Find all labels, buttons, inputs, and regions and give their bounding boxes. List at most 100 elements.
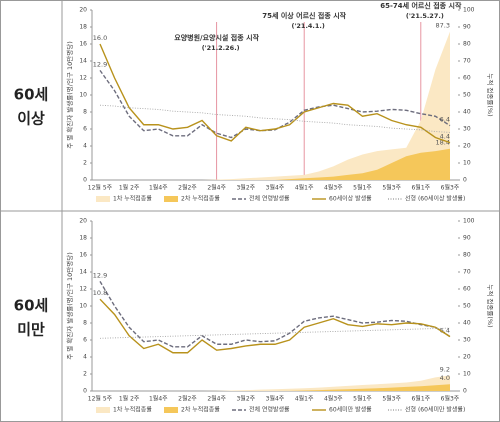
y2-tick-label: 10 bbox=[463, 160, 471, 167]
annotation-text: 75세 이상 어르신 접종 시작 bbox=[262, 11, 346, 20]
area bbox=[100, 148, 450, 180]
data-label: 6.4 bbox=[440, 116, 450, 124]
line bbox=[99, 43, 451, 144]
line bbox=[99, 327, 451, 339]
line bbox=[99, 298, 451, 354]
annotation-date: ('21.5.27.) bbox=[406, 12, 444, 20]
data-label: 87.3 bbox=[436, 22, 450, 30]
x-tick-label: 2월4주 bbox=[207, 184, 226, 192]
row-label: 60세 bbox=[14, 86, 49, 104]
legend-swatch bbox=[96, 407, 110, 413]
legend-label: 1차 누적접종률 bbox=[113, 406, 152, 414]
x-tick-label: 4월1주 bbox=[295, 184, 314, 192]
data-label: 6.4 bbox=[440, 327, 450, 335]
legend-label: 1차 누적접종률 bbox=[113, 195, 152, 203]
y2-tick-label: 100 bbox=[463, 7, 475, 14]
x-tick-label: 1월 2주 bbox=[119, 395, 140, 403]
y-tick-label: 0 bbox=[83, 388, 87, 395]
y2-tick-label: 40 bbox=[463, 109, 471, 116]
y-tick-label: 2 bbox=[83, 371, 87, 378]
annotation-text: 65-74세 어르신 접종 시작 bbox=[380, 1, 462, 10]
y-tick-label: 16 bbox=[79, 252, 87, 259]
line bbox=[99, 104, 451, 133]
y2-tick-label: 50 bbox=[463, 303, 471, 310]
annotation-text: 요양병원/요양시설 접종 시작 bbox=[174, 33, 259, 42]
legend-label: 전체 연령발생률 bbox=[249, 195, 290, 203]
y-tick-label: 20 bbox=[79, 7, 87, 14]
y-tick-label: 14 bbox=[79, 269, 87, 276]
y2-tick-label: 100 bbox=[463, 218, 475, 225]
x-tick-label: 6월1주 bbox=[411, 395, 430, 403]
x-tick-label: 5월1주 bbox=[353, 184, 372, 192]
y-axis-label: 주 별 확진자 발생률(명/인구 10만명당) bbox=[65, 252, 74, 360]
x-tick-label: 2월2주 bbox=[178, 395, 197, 403]
y2-tick-label: 90 bbox=[463, 24, 471, 31]
x-tick-label: 3월2주 bbox=[236, 395, 255, 403]
y-tick-label: 12 bbox=[79, 286, 87, 293]
line bbox=[99, 69, 451, 139]
y2-tick-label: 20 bbox=[463, 354, 471, 361]
line bbox=[99, 280, 451, 348]
y-tick-label: 14 bbox=[79, 58, 87, 65]
x-tick-label: 4월1주 bbox=[295, 395, 314, 403]
x-tick-label: 12월 5주 bbox=[88, 395, 113, 403]
y-tick-label: 10 bbox=[79, 303, 87, 310]
data-label: 16.0 bbox=[93, 34, 107, 42]
y2-tick-label: 30 bbox=[463, 337, 471, 344]
legend-label: 선형 (60세이상 발생률) bbox=[405, 195, 465, 203]
data-label: 12.9 bbox=[93, 60, 107, 68]
y2-tick-label: 10 bbox=[463, 371, 471, 378]
row-label: 이상 bbox=[17, 110, 45, 128]
legend-label: 선형 (60세미만 발생률) bbox=[405, 406, 465, 414]
y2-tick-label: 0 bbox=[463, 388, 467, 395]
x-tick-label: 1월4주 bbox=[149, 184, 168, 192]
y-tick-label: 6 bbox=[83, 126, 87, 133]
y2-tick-label: 0 bbox=[463, 177, 467, 184]
y2-tick-label: 30 bbox=[463, 126, 471, 133]
y-tick-label: 6 bbox=[83, 337, 87, 344]
x-tick-label: 3월2주 bbox=[236, 184, 255, 192]
x-tick-label: 2월2주 bbox=[178, 184, 197, 192]
legend-label: 2차 누적접종률 bbox=[181, 406, 220, 414]
y-tick-label: 16 bbox=[79, 41, 87, 48]
x-tick-label: 1월4주 bbox=[149, 395, 168, 403]
legend-label: 60세이상 발생률 bbox=[329, 195, 372, 203]
x-tick-label: 6월3주 bbox=[441, 184, 460, 192]
y-tick-label: 12 bbox=[79, 75, 87, 82]
y-tick-label: 18 bbox=[79, 24, 87, 31]
data-label: 12.9 bbox=[93, 271, 107, 279]
x-tick-label: 4월3주 bbox=[324, 184, 343, 192]
data-label: 10.8 bbox=[93, 289, 107, 297]
x-tick-label: 6월1주 bbox=[411, 184, 430, 192]
y-tick-label: 4 bbox=[83, 354, 87, 361]
y-tick-label: 20 bbox=[79, 218, 87, 225]
y-axis-label: 주 별 확진자 발생률(명/인구 10만명당) bbox=[65, 41, 74, 149]
x-tick-label: 5월3주 bbox=[382, 184, 401, 192]
row-label: 미만 bbox=[17, 321, 45, 339]
x-tick-label: 2월4주 bbox=[207, 395, 226, 403]
legend-label: 전체 연령발생률 bbox=[249, 406, 290, 414]
data-label: 9.2 bbox=[440, 365, 450, 373]
y-tick-label: 8 bbox=[83, 320, 87, 327]
annotation-date: ('21.4.1.) bbox=[291, 22, 324, 30]
y2-tick-label: 70 bbox=[463, 269, 471, 276]
area bbox=[100, 384, 450, 391]
annotation-date: ('21.2.26.) bbox=[202, 44, 240, 52]
y2-tick-label: 60 bbox=[463, 75, 471, 82]
y-tick-label: 18 bbox=[79, 235, 87, 242]
y-tick-label: 4 bbox=[83, 143, 87, 150]
y2-tick-label: 80 bbox=[463, 41, 471, 48]
area bbox=[100, 31, 450, 181]
legend-label: 2차 누적접종률 bbox=[181, 195, 220, 203]
data-label: 18.4 bbox=[436, 139, 450, 147]
area bbox=[100, 375, 450, 391]
y-tick-label: 2 bbox=[83, 160, 87, 167]
y2-axis-label: 누적 접종률(%) bbox=[486, 284, 494, 327]
x-tick-label: 3월4주 bbox=[266, 395, 285, 403]
y2-tick-label: 90 bbox=[463, 235, 471, 242]
y2-tick-label: 40 bbox=[463, 320, 471, 327]
x-tick-label: 1월 2주 bbox=[119, 184, 140, 192]
y2-tick-label: 50 bbox=[463, 92, 471, 99]
legend-swatch bbox=[96, 196, 110, 202]
